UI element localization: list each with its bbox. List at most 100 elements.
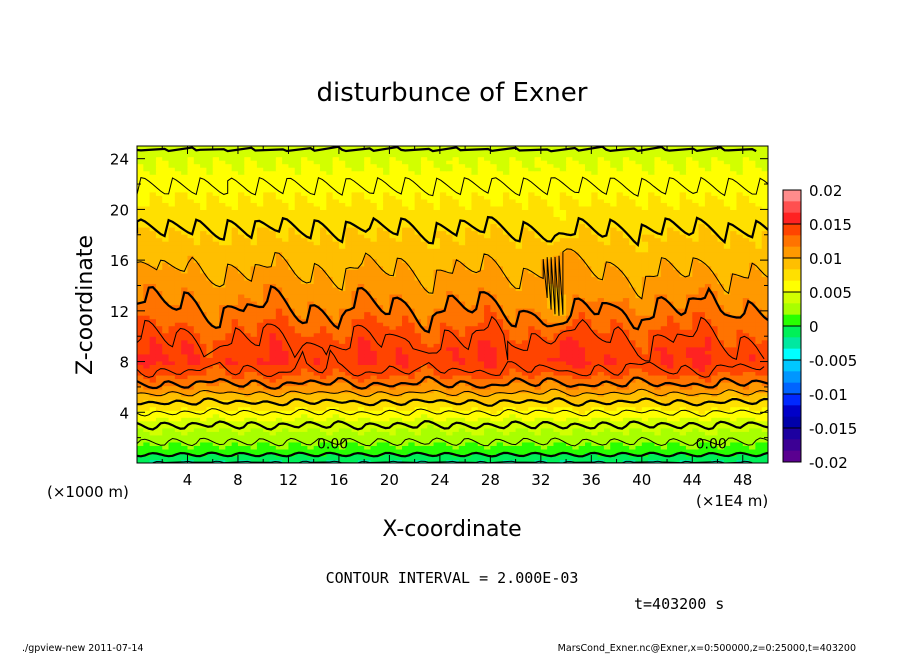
field-cell	[578, 420, 586, 425]
field-cell	[414, 374, 422, 380]
field-cell	[439, 343, 447, 348]
field-cell	[521, 406, 529, 411]
field-cell	[193, 452, 201, 457]
field-cell	[256, 293, 264, 299]
field-cell	[313, 448, 321, 454]
field-cell	[477, 403, 485, 408]
field-cell	[433, 308, 441, 313]
field-cell	[597, 357, 605, 362]
field-cell	[566, 455, 573, 461]
field-cell	[667, 427, 674, 432]
field-cell	[256, 300, 264, 306]
field-cell	[231, 445, 239, 450]
field-cell	[660, 329, 668, 334]
field-cell	[597, 374, 605, 380]
field-cell	[263, 343, 271, 348]
field-cell	[288, 385, 296, 390]
field-cell	[162, 318, 170, 323]
field-cell	[616, 406, 624, 411]
field-cell	[452, 441, 460, 446]
field-cell	[420, 332, 428, 337]
field-cell	[370, 374, 378, 380]
field-cell	[635, 315, 643, 320]
field-cell	[528, 406, 536, 411]
field-cell	[673, 434, 681, 439]
field-cell	[155, 304, 163, 309]
field-cell	[591, 455, 599, 461]
field-cell	[168, 300, 176, 306]
field-cell	[250, 346, 258, 351]
field-cell	[673, 459, 681, 463]
field-cell	[521, 315, 529, 320]
field-cell	[414, 286, 422, 292]
field-cell	[660, 346, 668, 351]
field-cell	[282, 357, 290, 362]
field-cell	[168, 417, 176, 422]
field-cell	[137, 374, 144, 380]
field-cell	[168, 308, 176, 313]
field-cell	[427, 336, 435, 341]
field-cell	[402, 392, 409, 397]
field-cell	[256, 350, 264, 355]
field-cell	[534, 445, 542, 450]
field-cell	[250, 410, 258, 415]
field-cell	[704, 392, 712, 397]
field-cell	[282, 339, 290, 344]
field-cell	[137, 304, 144, 309]
field-cell	[301, 304, 308, 309]
field-cell	[509, 374, 517, 380]
field-cell	[502, 448, 510, 454]
field-cell	[610, 431, 618, 436]
field-cell	[357, 325, 365, 330]
field-cell	[174, 322, 182, 327]
field-cell	[572, 452, 580, 457]
field-cell	[742, 374, 750, 380]
field-cell	[641, 353, 649, 358]
field-cell	[219, 459, 226, 463]
field-cell	[458, 427, 466, 432]
field-cell	[225, 300, 233, 306]
field-cell	[692, 374, 700, 380]
field-cell	[629, 308, 637, 313]
field-cell	[408, 392, 416, 397]
field-cell	[376, 290, 384, 295]
field-cell	[433, 427, 441, 432]
field-cell	[263, 332, 271, 337]
field-cell	[704, 417, 712, 422]
field-cell	[155, 427, 163, 432]
field-cell	[540, 445, 548, 450]
field-cell	[509, 336, 517, 341]
field-cell	[301, 445, 308, 450]
field-cell	[250, 339, 258, 344]
field-cell	[572, 353, 580, 358]
field-cell	[553, 304, 561, 309]
field-cell	[496, 353, 504, 358]
field-cell	[749, 315, 756, 320]
field-cell	[256, 445, 264, 450]
field-cell	[288, 420, 296, 425]
field-cell	[345, 413, 353, 418]
field-cell	[761, 346, 768, 351]
field-cell	[736, 329, 744, 334]
field-cell	[326, 311, 334, 316]
field-cell	[597, 293, 605, 299]
field-cell	[256, 420, 264, 425]
field-cell	[408, 378, 416, 383]
field-cell	[414, 308, 422, 313]
field-cell	[326, 406, 334, 411]
field-cell	[679, 304, 687, 309]
field-cell	[717, 424, 725, 429]
field-cell	[641, 413, 649, 418]
field-cell	[742, 364, 750, 369]
field-cell	[389, 445, 397, 450]
field-cell	[761, 332, 768, 337]
field-cell	[496, 434, 504, 439]
field-cell	[679, 389, 687, 394]
field-cell	[294, 353, 302, 358]
field-cell	[206, 431, 214, 436]
field-cell	[667, 308, 674, 313]
field-cell	[736, 441, 744, 446]
field-cell	[212, 410, 220, 415]
field-cell	[490, 332, 498, 337]
field-cell	[301, 293, 308, 299]
